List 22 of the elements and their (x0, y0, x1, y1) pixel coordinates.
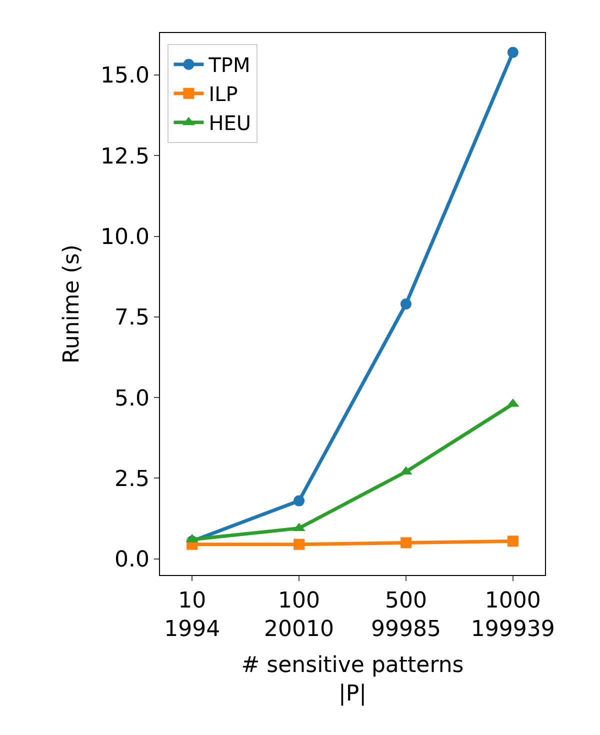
x-axis-title: # sensitive patterns |P| (241, 653, 464, 707)
y-tick-label: 2.5 (114, 466, 150, 492)
x-tick-label: 500 99985 (370, 588, 441, 642)
x-tick-label: 1000 199939 (470, 588, 555, 642)
legend-label: HEU (208, 111, 252, 136)
x-tick-label: 100 20010 (264, 588, 334, 642)
point (294, 495, 305, 506)
y-tick-label: 10.0 (100, 224, 150, 250)
x-tick-label: 10 1994 (164, 588, 220, 642)
point (507, 46, 518, 58)
y-tick-label: 12.5 (100, 144, 150, 170)
legend-label: ILP (208, 82, 238, 106)
y-tick-label: 5.0 (114, 386, 150, 412)
y-axis-title: Runime (s) (59, 244, 84, 364)
point (400, 537, 412, 548)
y-tick-label: 15.0 (100, 64, 150, 89)
legend-label: TPM (208, 53, 250, 78)
point (400, 298, 412, 310)
y-tick-label: 7.5 (114, 306, 150, 331)
point (294, 538, 305, 550)
point (507, 536, 518, 547)
y-tick-label: 0.0 (114, 548, 150, 573)
